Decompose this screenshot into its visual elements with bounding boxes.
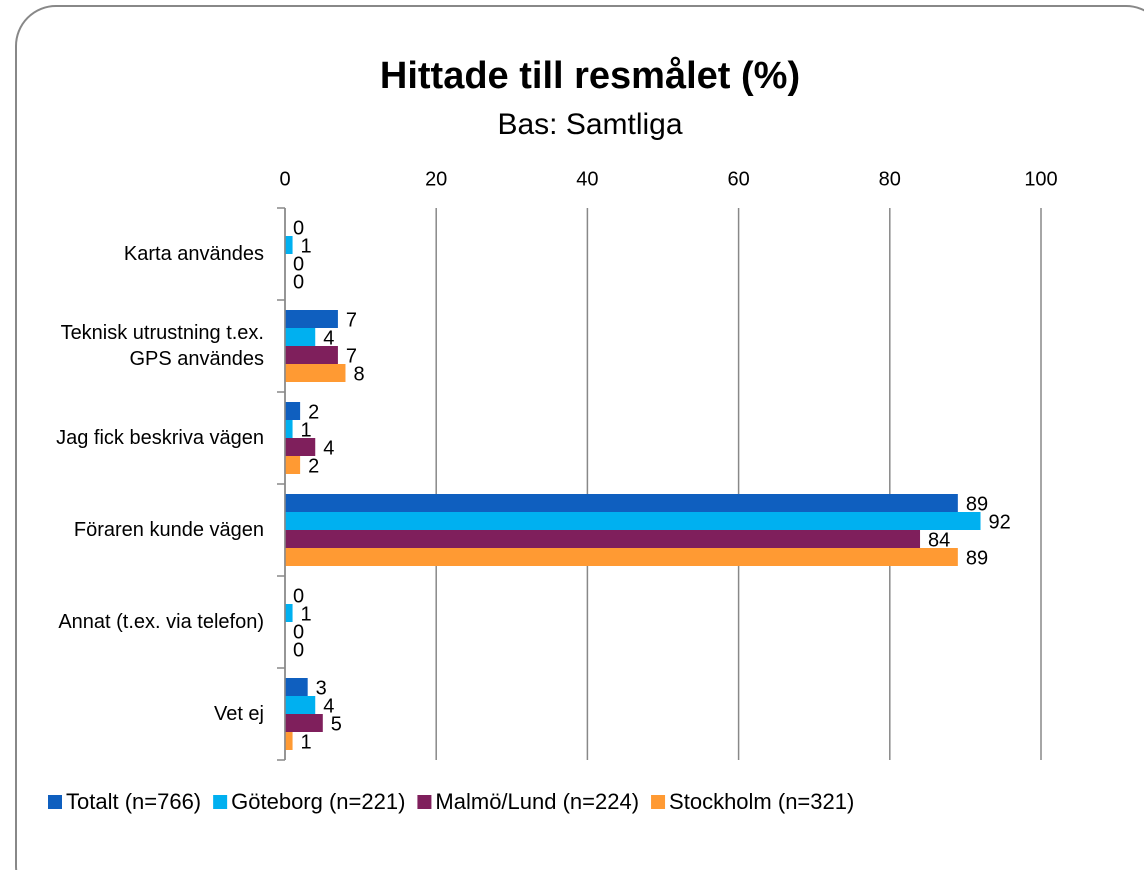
data-label: 0 xyxy=(293,621,304,643)
legend-label: Göteborg (n=221) xyxy=(231,789,405,814)
legend-swatch xyxy=(213,795,228,809)
y-tick-label: Föraren kunde vägen xyxy=(73,519,264,541)
data-label: 4 xyxy=(323,437,334,459)
legend-label: Totalt (n=766) xyxy=(66,789,201,814)
data-label: 89 xyxy=(966,547,988,569)
bar xyxy=(285,714,323,732)
data-label: 1 xyxy=(301,731,312,753)
x-tick-label: 0 xyxy=(279,168,290,190)
data-label: 0 xyxy=(293,271,304,293)
bar xyxy=(285,328,316,346)
bar xyxy=(285,512,981,530)
legend-swatch xyxy=(651,795,666,809)
legend-swatch xyxy=(417,795,432,809)
x-tick-label: 100 xyxy=(1024,168,1057,190)
bar xyxy=(285,420,293,438)
bar xyxy=(285,696,316,714)
y-tick-label: Teknisk utrustning t.ex. GPS användes xyxy=(60,322,264,370)
bar xyxy=(285,548,958,566)
bar xyxy=(285,494,958,512)
data-label: 0 xyxy=(293,217,304,239)
bar xyxy=(285,678,308,696)
data-label: 4 xyxy=(323,695,334,717)
x-tick-label: 60 xyxy=(727,168,749,190)
bar xyxy=(285,346,338,364)
y-tick-label: Jag fick beskriva vägen xyxy=(56,427,264,449)
y-tick-label: Annat (t.ex. via telefon) xyxy=(58,611,264,633)
data-label: 0 xyxy=(293,253,304,275)
data-label: 92 xyxy=(989,511,1011,533)
x-tick-label: 40 xyxy=(576,168,598,190)
frame xyxy=(15,5,1144,870)
chart-subtitle: Bas: Samtliga xyxy=(497,108,682,141)
x-tick-label: 80 xyxy=(879,168,901,190)
bar xyxy=(285,456,301,474)
data-label: 1 xyxy=(301,235,312,257)
x-tick-label: 20 xyxy=(425,168,447,190)
legend-swatch xyxy=(48,795,62,809)
data-label: 2 xyxy=(308,401,319,423)
bar xyxy=(285,604,293,622)
legend-label: Stockholm (n=321) xyxy=(669,789,854,814)
data-label: 3 xyxy=(316,677,327,699)
bar xyxy=(285,732,293,750)
y-tick-label: Vet ej xyxy=(213,703,264,725)
chart-title: Hittade till resmålet (%) xyxy=(380,55,800,97)
data-label: 2 xyxy=(308,455,319,477)
bar xyxy=(285,402,301,420)
legend-label: Malmö/Lund (n=224) xyxy=(435,789,639,814)
data-label: 7 xyxy=(346,345,357,367)
data-label: 4 xyxy=(323,327,334,349)
data-label: 8 xyxy=(353,363,364,385)
bar xyxy=(285,530,921,548)
bar xyxy=(285,364,346,382)
data-label: 1 xyxy=(301,603,312,625)
data-label: 0 xyxy=(293,639,304,661)
data-label: 0 xyxy=(293,585,304,607)
bar xyxy=(285,236,293,254)
data-label: 84 xyxy=(928,529,950,551)
data-label: 89 xyxy=(966,493,988,515)
bar xyxy=(285,310,338,328)
data-label: 5 xyxy=(331,713,342,735)
data-label: 1 xyxy=(301,419,312,441)
bar xyxy=(285,438,316,456)
y-tick-label: Karta användes xyxy=(123,243,264,265)
data-label: 7 xyxy=(346,309,357,331)
